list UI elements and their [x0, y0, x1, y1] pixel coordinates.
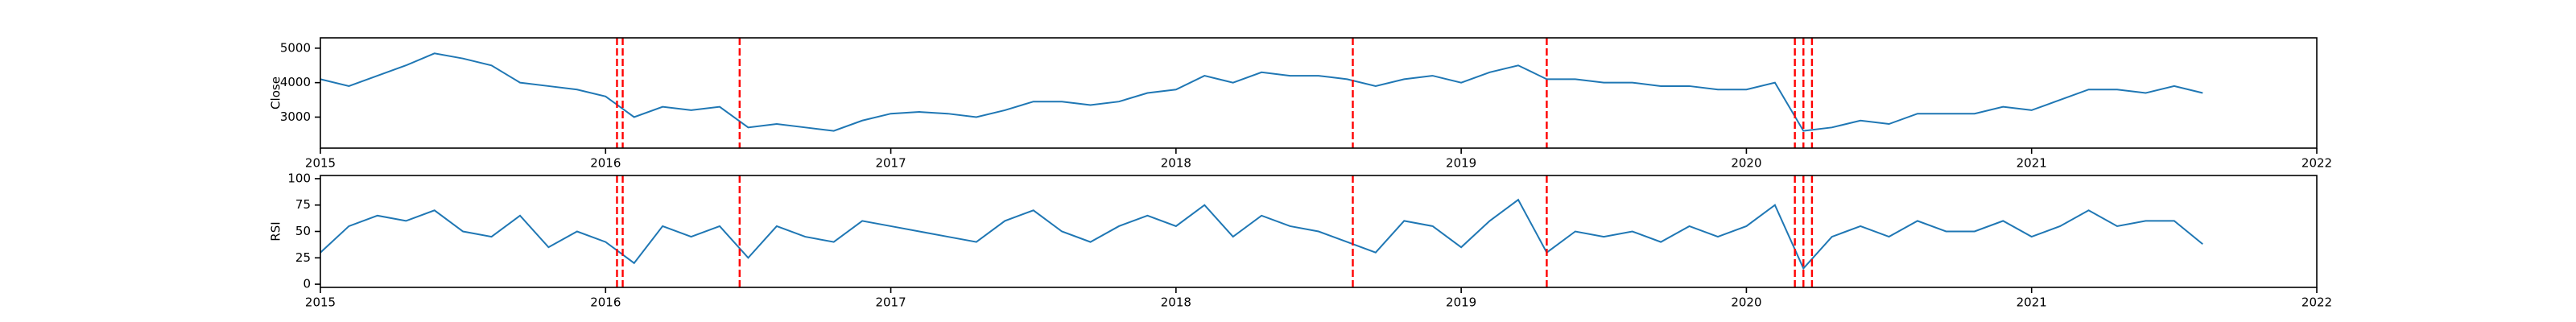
y-tick-label: 4000	[280, 75, 311, 89]
y-tick-label: 25	[295, 250, 311, 265]
x-tick-label: 2017	[875, 156, 906, 171]
x-tick-label: 2016	[590, 295, 621, 310]
x-tick-label: 2020	[1731, 295, 1761, 310]
y-axis-label: Close	[269, 76, 283, 109]
x-tick-label: 2015	[305, 295, 336, 310]
x-tick-label: 2020	[1731, 156, 1761, 171]
x-tick-label: 2022	[2301, 295, 2332, 310]
x-tick-label: 2015	[305, 156, 336, 171]
x-tick-label: 2016	[590, 156, 621, 171]
x-tick-label: 2018	[1161, 295, 1191, 310]
data-line	[320, 52, 2203, 132]
y-tick-label: 0	[303, 277, 311, 291]
y-tick-label: 3000	[280, 109, 311, 124]
axes-frame	[320, 175, 2318, 288]
y-tick-label: 5000	[280, 40, 311, 55]
x-tick-label: 2017	[875, 295, 906, 310]
axes-frame	[320, 37, 2318, 149]
x-tick-label: 2018	[1161, 156, 1191, 171]
data-line	[320, 198, 2203, 270]
y-tick-label: 50	[295, 224, 311, 238]
x-tick-label: 2021	[2017, 156, 2047, 171]
y-tick-label: 100	[287, 171, 311, 185]
x-tick-label: 2021	[2017, 295, 2047, 310]
x-tick-label: 2019	[1446, 156, 1476, 171]
x-tick-label: 2019	[1446, 295, 1476, 310]
y-tick-label: 75	[295, 197, 311, 212]
y-axis-label: RSI	[269, 221, 283, 241]
x-tick-label: 2022	[2301, 156, 2332, 171]
